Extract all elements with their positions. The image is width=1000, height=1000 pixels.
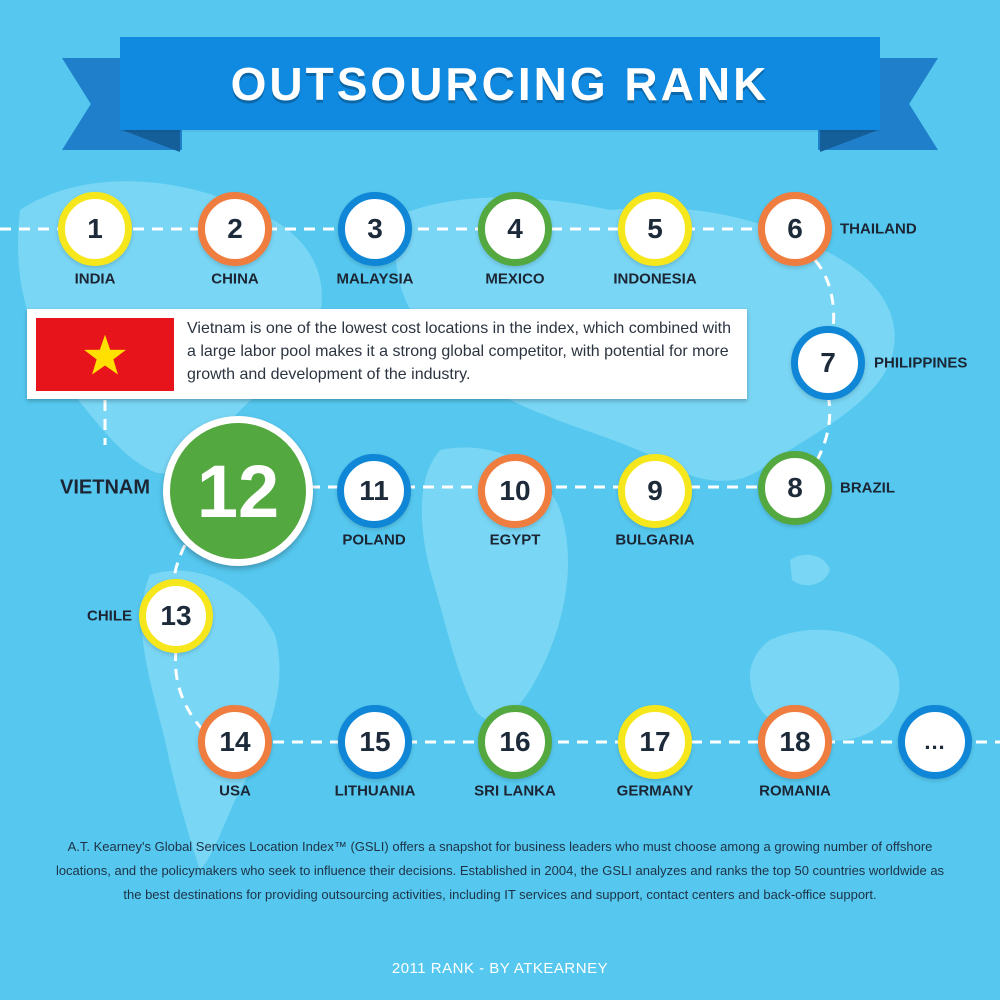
country-label-germany: GERMANY: [616, 782, 694, 800]
country-label-chile: CHILE: [87, 607, 132, 625]
source-credit: 2011 RANK - BY ATKEARNEY: [391, 960, 609, 977]
rank-badge-11: 11: [337, 454, 411, 528]
highlight-rank-badge: 12: [163, 416, 313, 566]
country-label-poland: POLAND: [342, 531, 406, 549]
star-icon: [84, 334, 126, 375]
gsli-description: A.T. Kearney's Global Services Location …: [55, 839, 945, 902]
rank-badge-8: 8: [758, 451, 832, 525]
country-label-malaysia: MALAYSIA: [336, 270, 414, 288]
country-label-thailand: THAILAND: [840, 220, 917, 238]
rank-badge-17: 17: [618, 705, 692, 779]
title-banner: OUTSOURCING RANK: [120, 37, 880, 130]
country-label-brazil: BRAZIL: [840, 479, 895, 497]
rank-badge-7: 7: [791, 326, 865, 400]
country-label-bulgaria: BULGARIA: [615, 531, 695, 549]
rank-badge-5: 5: [618, 192, 692, 266]
rank-badge-9: 9: [618, 454, 692, 528]
country-label-usa: USA: [219, 782, 251, 800]
rank-badge-18: 18: [758, 705, 832, 779]
rank-badge-3: 3: [338, 192, 412, 266]
country-label-romania: ROMANIA: [759, 782, 831, 800]
country-label-china: CHINA: [211, 270, 259, 288]
rank-badge-4: 4: [478, 192, 552, 266]
country-label-lithuania: LITHUANIA: [334, 782, 416, 800]
rank-badge-2: 2: [198, 192, 272, 266]
country-label-mexico: MEXICO: [485, 270, 545, 288]
more-ranks-badge: ...: [898, 705, 972, 779]
country-label-egypt: EGYPT: [489, 531, 541, 549]
rank-badge-16: 16: [478, 705, 552, 779]
rank-badge-15: 15: [338, 705, 412, 779]
rank-badge-13: 13: [139, 579, 213, 653]
highlight-description: Vietnam is one of the lowest cost locati…: [187, 320, 731, 383]
country-label-indonesia: INDONESIA: [613, 270, 697, 288]
country-label-india: INDIA: [74, 270, 116, 288]
rank-badge-6: 6: [758, 192, 832, 266]
rank-badge-14: 14: [198, 705, 272, 779]
rank-badge-1: 1: [58, 192, 132, 266]
rank-badge-10: 10: [478, 454, 552, 528]
highlight-info-card: Vietnam is one of the lowest cost locati…: [27, 309, 747, 399]
highlight-country-label: VIETNAM: [60, 476, 150, 499]
country-label-philippines: PHILIPPINES: [874, 354, 968, 372]
vietnam-flag-icon: [36, 318, 174, 391]
page-title: OUTSOURCING RANK: [230, 57, 770, 110]
country-label-sri-lanka: SRI LANKA: [474, 782, 556, 800]
